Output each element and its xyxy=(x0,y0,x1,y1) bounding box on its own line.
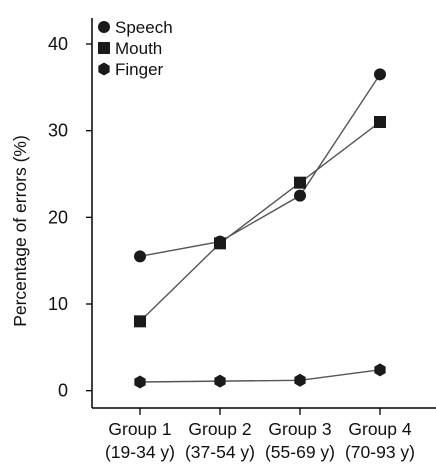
series-line-finger xyxy=(139,369,381,383)
y-tick-label: 0 xyxy=(58,381,68,401)
x-ticks: Group 1 (19-34 y) Group 2 (37-54 y) Group 3 (… xyxy=(105,408,415,462)
point-speech xyxy=(294,189,306,202)
y-tick-label: 40 xyxy=(48,34,68,54)
x-tick-label-group: Group 1 xyxy=(108,419,171,439)
y-tick-label: 30 xyxy=(48,121,68,141)
x-tick-label-age-range: (55-69 y) xyxy=(265,442,335,462)
series-line-mouth xyxy=(139,121,381,322)
x-tick-label-group: Group 4 xyxy=(348,419,411,439)
series-line-speech xyxy=(139,73,381,258)
point-mouth xyxy=(294,176,306,189)
x-tick-label-age-range: (70-93 y) xyxy=(345,442,415,462)
point-finger xyxy=(294,373,306,387)
legend-marker-finger xyxy=(98,62,110,76)
y-ticks: 0 10 20 30 40 xyxy=(48,34,92,401)
series-markers xyxy=(134,68,386,389)
series-lines xyxy=(139,73,381,383)
x-tick-label-age-range: (19-34 y) xyxy=(105,442,175,462)
x-tick-label-group: Group 2 xyxy=(188,419,251,439)
x-tick-label-age-range: (37-54 y) xyxy=(185,442,255,462)
legend-marker-speech xyxy=(98,21,110,33)
point-finger xyxy=(134,375,146,389)
legend: Speech Mouth Finger xyxy=(98,18,173,79)
point-mouth xyxy=(374,116,386,128)
legend-label-mouth: Mouth xyxy=(115,39,162,58)
point-finger xyxy=(374,363,386,377)
point-finger xyxy=(214,374,226,388)
y-axis-title: Percentage of errors (%) xyxy=(10,135,30,327)
point-mouth xyxy=(134,315,146,328)
legend-label-finger: Finger xyxy=(115,60,164,79)
axes xyxy=(91,18,436,409)
x-tick-label-group: Group 3 xyxy=(268,419,331,439)
legend-marker-mouth xyxy=(98,42,110,54)
point-speech xyxy=(134,250,146,263)
y-tick-label: 10 xyxy=(48,294,68,314)
legend-label-speech: Speech xyxy=(115,18,173,37)
point-mouth xyxy=(214,237,226,250)
point-speech xyxy=(374,68,386,81)
y-tick-label: 20 xyxy=(48,207,68,227)
